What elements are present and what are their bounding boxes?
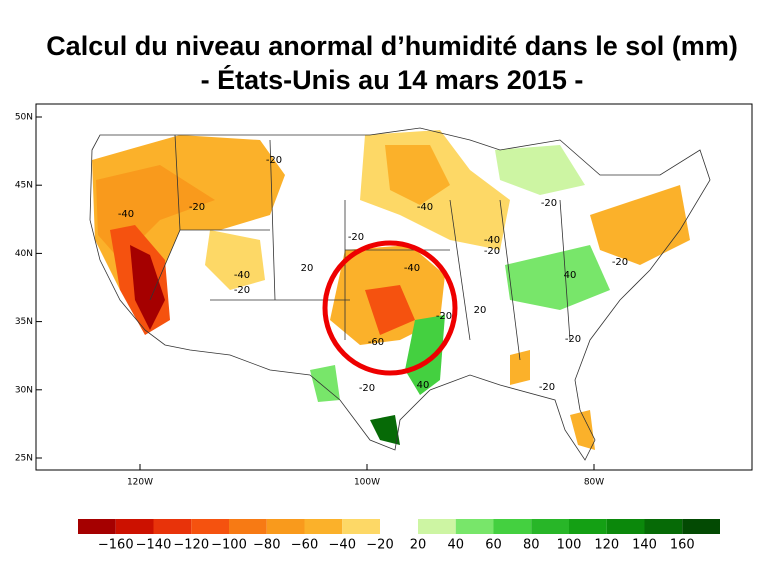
contour-label: -20: [565, 334, 581, 345]
legend-label: 120: [594, 538, 619, 553]
legend-swatch: [115, 519, 154, 534]
legend: −160 −140 −120 −100 −80 −60 −40 −20 20 40 60 80 100 1…: [78, 519, 720, 553]
us-outline: [89, 127, 711, 461]
dry-area: [510, 350, 530, 385]
dry-area: [130, 245, 165, 330]
legend-swatch: [418, 519, 456, 534]
contour-label: -20: [541, 198, 557, 209]
dry-area: [590, 185, 690, 265]
legend-swatch: [304, 519, 343, 534]
legend-swatch: [606, 519, 645, 534]
contour-label: -40: [404, 263, 420, 274]
state-lines: [149, 134, 571, 361]
contour-label: -20: [234, 285, 250, 296]
contour-label: 20: [474, 305, 487, 316]
highlight-circle: [322, 240, 458, 376]
legend-swatch: [266, 519, 305, 534]
lat-label: 35N: [15, 317, 33, 327]
contour-label: 40: [564, 270, 577, 281]
contour-label: -20: [436, 311, 452, 322]
legend-swatch: [229, 519, 267, 534]
wet-area: [310, 365, 340, 402]
contour-label: -20: [612, 257, 628, 268]
lat-label: 30N: [15, 385, 33, 395]
contour-label: -20: [266, 155, 282, 166]
lon-label: 120W: [127, 478, 153, 488]
legend-swatch: [455, 519, 494, 534]
legend-swatch: [569, 519, 607, 534]
legend-label: −120: [173, 538, 209, 553]
contour-label: -40: [417, 202, 433, 213]
wet-area: [405, 315, 445, 395]
legend-label: 60: [485, 538, 502, 553]
legend-swatch: [682, 519, 720, 534]
legend-label: 140: [632, 538, 657, 553]
dry-area: [570, 410, 595, 450]
legend-label: −140: [136, 538, 172, 553]
subtitle: - États-Unis au 14 mars 2015 -: [201, 64, 584, 95]
map: -40 -20 -20 -40 -20 20 -20 -40 -40 -40 -…: [35, 103, 753, 471]
legend-label: −100: [211, 538, 247, 553]
contour-label: 20: [301, 263, 314, 274]
contour-label: -60: [368, 337, 384, 348]
legend-label: −40: [329, 538, 356, 553]
legend-swatch: [191, 519, 229, 534]
legend-label: 20: [410, 538, 427, 553]
legend-swatch: [153, 519, 192, 534]
wet-area: [370, 415, 400, 445]
legend-swatch: [78, 519, 116, 534]
dry-area: [365, 285, 415, 335]
contour-label: -20: [539, 382, 555, 393]
legend-label: 80: [523, 538, 540, 553]
wet-area: [505, 245, 610, 310]
contour-label: -20: [189, 202, 205, 213]
legend-label: −80: [253, 538, 280, 553]
contour-label: 40: [417, 380, 430, 391]
legend-label: 100: [557, 538, 582, 553]
legend-swatch: [531, 519, 569, 534]
lat-label: 50N: [15, 113, 33, 123]
legend-swatch: [342, 519, 380, 534]
lon-label: 100W: [354, 478, 380, 488]
contour-label: -20: [484, 246, 500, 257]
lat-label: 25N: [15, 454, 33, 464]
lon-label: 80W: [584, 478, 604, 488]
contour-label: -40: [234, 270, 250, 281]
legend-label: −160: [98, 538, 134, 553]
legend-label: −20: [366, 538, 393, 553]
lat-label: 45N: [15, 181, 33, 191]
lat-label: 40N: [15, 249, 33, 259]
legend-label: −60: [291, 538, 318, 553]
contour-label: -20: [348, 232, 364, 243]
legend-swatch: [644, 519, 683, 534]
dry-area: [385, 145, 450, 205]
contour-label: -40: [484, 235, 500, 246]
dry-area: [205, 230, 265, 290]
contour-label: -40: [118, 209, 134, 220]
legend-label: 160: [670, 538, 695, 553]
axes: 50N 45N 40N 35N 30N 25N 120W 100W 80W: [15, 113, 604, 488]
contour-label: -20: [359, 383, 375, 394]
title: Calcul du niveau anormal d’humidité dans…: [46, 31, 738, 61]
legend-label: 40: [447, 538, 464, 553]
wet-area: [495, 145, 585, 195]
legend-swatch: [493, 519, 532, 534]
